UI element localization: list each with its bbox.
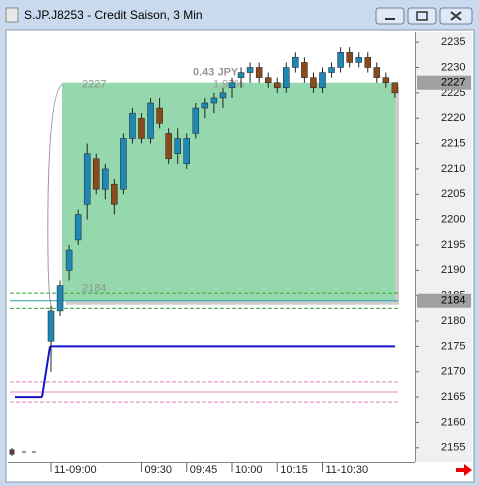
measure-change: 0.43 JPY — [193, 67, 239, 79]
price-marker-label: 2184 — [441, 295, 465, 307]
y-tick-label: 2160 — [441, 416, 465, 428]
price-marker — [417, 293, 471, 308]
maximize-icon — [416, 11, 428, 21]
candle-body — [147, 102, 154, 139]
candle-body — [328, 67, 335, 73]
candle-body — [65, 249, 73, 271]
price-axis — [416, 32, 472, 462]
candle-body — [355, 57, 362, 63]
candle-body — [346, 52, 353, 63]
y-tick-label: 2200 — [441, 214, 465, 226]
y-tick-label: 2180 — [441, 315, 465, 327]
candle-body — [74, 214, 82, 241]
minimize-button[interactable] — [375, 7, 405, 25]
candle-body — [255, 67, 263, 78]
y-tick-label: 2205 — [441, 188, 465, 200]
candle-body — [219, 92, 227, 99]
y-tick-label: 2220 — [441, 112, 465, 124]
x-tick-label: 10:00 — [235, 464, 263, 476]
candle-body — [111, 183, 118, 205]
y-tick-label: 2195 — [441, 239, 465, 251]
candle-body — [237, 72, 245, 78]
candle-body — [228, 82, 236, 89]
candle-body — [120, 138, 127, 190]
y-tick-label: 2230 — [441, 61, 465, 73]
candle-body — [292, 57, 299, 68]
candle-body — [138, 117, 145, 139]
candle-body — [174, 138, 181, 154]
candle-body — [201, 102, 209, 109]
candle-body — [210, 97, 218, 104]
candle-body — [165, 133, 172, 160]
candle-body — [364, 57, 371, 68]
candle-body — [56, 285, 64, 312]
candle-body — [310, 77, 317, 89]
scroll-arrow[interactable] — [456, 464, 472, 476]
price-marker — [417, 75, 471, 90]
candle-body — [337, 52, 344, 68]
y-tick-label: 2210 — [441, 163, 465, 175]
candle-body — [246, 67, 254, 73]
y-tick-label: 2215 — [441, 137, 465, 149]
x-tick-label: 09:30 — [145, 464, 173, 476]
close-icon — [450, 11, 462, 21]
candle-body — [373, 67, 381, 78]
measure-bottom-label: 2184 — [82, 283, 106, 295]
y-tick-label: 2155 — [441, 442, 465, 454]
candle-body — [382, 77, 390, 83]
candle-body — [83, 153, 91, 205]
x-tick-label: 11-10:30 — [326, 464, 369, 476]
app-icon — [5, 7, 19, 23]
x-tick-label: 10:15 — [280, 464, 308, 476]
candle-body — [183, 138, 190, 165]
candle-body — [192, 107, 200, 134]
y-tick-label: 2190 — [441, 264, 465, 276]
candle-body — [391, 82, 399, 94]
maximize-button[interactable] — [407, 7, 437, 25]
x-tick-label: 09:45 — [190, 464, 218, 476]
candle-body — [47, 310, 55, 342]
candle-body — [283, 67, 290, 89]
measure-percent: 1.97% — [213, 79, 244, 91]
y-tick-label: 2225 — [441, 87, 465, 99]
candle-body — [156, 107, 163, 124]
y-tick-label: 2170 — [441, 366, 465, 378]
small-marker — [9, 448, 36, 456]
candle-body — [301, 62, 308, 78]
y-tick-label: 2175 — [441, 340, 465, 352]
level-connector — [41, 346, 51, 398]
y-tick-label: 2235 — [441, 36, 465, 48]
candle-body — [274, 82, 281, 89]
y-tick-label: 2165 — [441, 391, 465, 403]
candle-body — [129, 112, 136, 139]
candle-body — [319, 72, 326, 89]
price-marker-label: 2227 — [441, 77, 465, 89]
candle-body — [264, 77, 272, 83]
measure-top-label: 2227 — [82, 79, 106, 91]
candle-body — [102, 168, 109, 190]
candle-body — [93, 158, 100, 190]
window-title: S.JP.J8253 - Credit Saison, 3 Min — [24, 8, 203, 22]
x-tick-label: 11-09:00 — [54, 464, 97, 476]
